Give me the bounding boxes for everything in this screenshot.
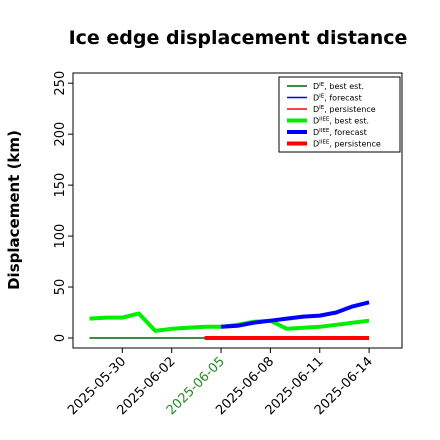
y-tick-label: 200 xyxy=(53,122,68,147)
y-tick-label: 250 xyxy=(53,71,68,96)
legend-label-5: DIIEE, persistence xyxy=(313,140,381,149)
series-line-4 xyxy=(220,300,370,329)
y-tick-label: 50 xyxy=(53,279,68,296)
y-tick-label: 0 xyxy=(53,334,68,342)
plot-frame xyxy=(72,72,403,349)
legend-label-2: DIE, persistence xyxy=(313,105,376,114)
legend: DIE, best est. DIE, forecast DIE, persiste… xyxy=(278,76,401,153)
chart-title: Ice edge displacement distance xyxy=(69,27,408,49)
y-axis: 0 50 100 150 200 250 xyxy=(53,71,73,342)
plot-area xyxy=(89,300,370,340)
legend-box xyxy=(278,76,401,153)
y-axis-label: Displacement (km) xyxy=(5,130,23,290)
y-tick-label: 150 xyxy=(53,173,68,198)
x-axis: 2025-05-302025-06-022025-06-052025-06-08… xyxy=(65,348,376,418)
legend-label-0: DIE, best est. xyxy=(313,82,364,91)
legend-label-4: DIIEE, forecast xyxy=(313,128,367,137)
legend-label-3: DIIEE, best est. xyxy=(313,117,369,126)
y-tick-label: 100 xyxy=(53,224,68,249)
legend-label-1: DIE, forecast xyxy=(313,94,362,103)
